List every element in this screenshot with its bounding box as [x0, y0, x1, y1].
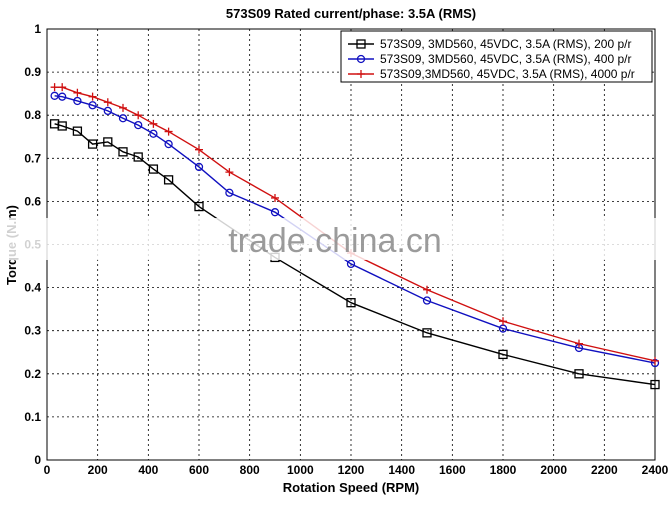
data-point-square	[87, 139, 98, 149]
data-point-square	[148, 164, 159, 174]
data-point-square	[163, 175, 174, 185]
data-point-plus	[499, 317, 507, 326]
data-point-plus	[88, 92, 97, 101]
data-point-square	[72, 126, 83, 136]
x-axis-label: Rotation Speed (RPM)	[283, 480, 420, 495]
legend-item: 573S09, 3MD560, 45VDC, 3.5A (RMS), 200 p…	[348, 37, 631, 51]
y-tick-label: 0.2	[24, 367, 41, 381]
data-point-plus	[423, 285, 431, 294]
x-tick-label: 1200	[338, 463, 365, 477]
data-point-plus	[119, 103, 127, 112]
data-point-square	[103, 137, 113, 147]
data-point-square	[650, 379, 660, 390]
data-point-plus	[357, 70, 365, 78]
x-tick-label: 1600	[439, 463, 466, 477]
series-0	[49, 119, 660, 390]
y-tick-label: 1	[34, 22, 41, 36]
x-tick-label: 2400	[642, 463, 669, 477]
data-point-circle	[422, 296, 432, 305]
data-point-plus	[651, 356, 659, 365]
x-tick-label: 1000	[287, 463, 314, 477]
x-tick-label: 0	[44, 463, 51, 477]
data-point-square	[498, 349, 508, 360]
data-point-square	[422, 328, 432, 338]
data-point-plus	[58, 83, 67, 92]
data-point-circle	[194, 162, 204, 172]
data-point-circle	[149, 129, 158, 138]
y-tick-label: 0.4	[24, 281, 41, 295]
y-tick-label: 0.6	[24, 194, 41, 208]
chart-title: 573S09 Rated current/phase: 3.5A (RMS)	[226, 6, 476, 21]
data-point-circle	[270, 208, 280, 217]
legend: 573S09, 3MD560, 45VDC, 3.5A (RMS), 200 p…	[340, 30, 653, 83]
data-point-circle	[50, 91, 59, 100]
x-tick-label: 2000	[540, 463, 567, 477]
x-tick-labels: 0 200 400 600 800 1000 1200 1400 1600 1800 2000 220…	[44, 463, 669, 477]
data-point-square	[574, 369, 584, 379]
data-point-plus	[50, 83, 59, 92]
legend-item: 573S09, 3MD560, 45VDC, 3.5A (RMS), 400 p…	[348, 52, 631, 66]
series-1	[50, 91, 660, 368]
legend-label: 573S09, 3MD560, 45VDC, 3.5A (RMS), 400 p…	[380, 52, 631, 66]
y-tick-label: 0.1	[24, 410, 41, 424]
data-point-square	[356, 39, 366, 49]
y-tick-label: 0.7	[24, 151, 41, 165]
data-point-plus	[225, 168, 234, 177]
data-point-circle	[134, 120, 143, 130]
data-point-circle	[346, 259, 356, 269]
data-point-square	[133, 152, 143, 162]
data-point-square	[118, 147, 128, 157]
legend-label: 573S09,3MD560, 45VDC, 3.5A (RMS), 4000 p…	[380, 67, 635, 81]
data-point-square	[57, 121, 67, 131]
data-point-circle	[103, 106, 112, 116]
data-point-circle	[225, 188, 234, 197]
data-point-plus	[73, 88, 82, 97]
legend-item: 573S09,3MD560, 45VDC, 3.5A (RMS), 4000 p…	[348, 67, 635, 81]
x-tick-label: 2200	[591, 463, 618, 477]
data-point-square	[194, 201, 204, 212]
watermark-band	[0, 218, 670, 260]
series-group	[49, 83, 660, 390]
data-point-plus	[103, 98, 112, 107]
data-point-plus	[575, 339, 583, 348]
x-tick-label: 800	[240, 463, 260, 477]
data-point-circle	[118, 114, 128, 123]
legend-box	[340, 30, 653, 83]
data-point-square	[346, 298, 356, 308]
x-tick-label: 600	[189, 463, 209, 477]
data-point-plus	[195, 145, 203, 154]
y-tick-label: 0.9	[24, 65, 41, 79]
data-point-circle	[73, 96, 82, 106]
x-tick-label: 200	[88, 463, 108, 477]
y-tick-label: 0.8	[24, 108, 41, 122]
series-line	[54, 95, 656, 364]
y-tick-label: 0.3	[24, 324, 41, 338]
data-point-plus	[149, 119, 158, 128]
series-2	[50, 83, 659, 365]
x-tick-label: 400	[138, 463, 158, 477]
x-tick-label: 1400	[388, 463, 415, 477]
data-point-circle	[88, 101, 97, 110]
series-line	[54, 123, 656, 386]
data-point-circle	[164, 139, 173, 149]
data-point-circle	[356, 54, 366, 64]
data-point-plus	[271, 193, 279, 202]
y-tick-label: 0	[34, 453, 41, 467]
legend-label: 573S09, 3MD560, 45VDC, 3.5A (RMS), 200 p…	[380, 37, 631, 51]
data-point-circle	[58, 92, 67, 101]
data-point-plus	[134, 111, 143, 120]
data-point-plus	[164, 127, 173, 136]
x-tick-label: 1800	[490, 463, 517, 477]
watermark: trade.china.cn	[228, 222, 442, 260]
